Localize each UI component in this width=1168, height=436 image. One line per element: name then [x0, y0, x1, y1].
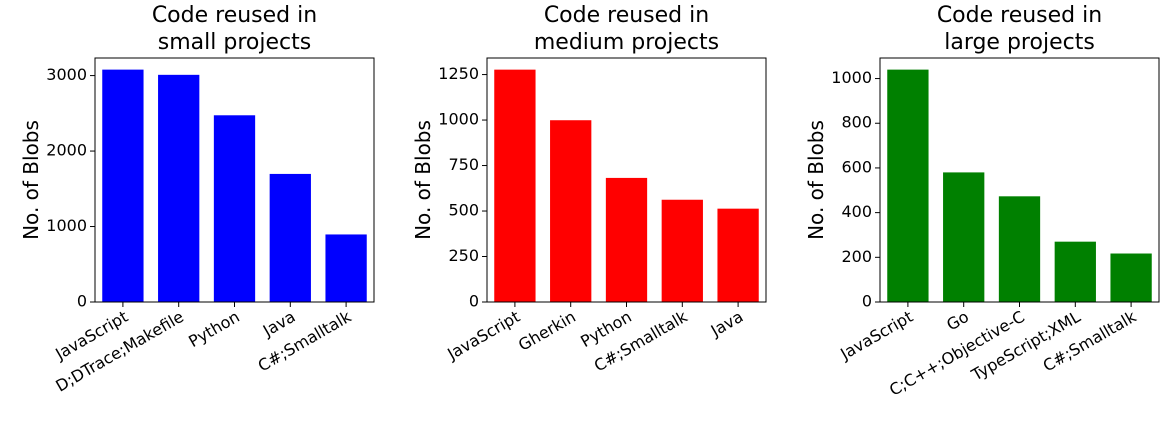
- x-tick-label: Java: [259, 307, 299, 341]
- y-tick-label: 1250: [438, 64, 479, 83]
- chart-title: Code reused in: [544, 3, 709, 28]
- x-tick-label: C#;Smalltalk: [255, 307, 355, 376]
- bar: [550, 120, 592, 303]
- chart-title: Code reused in: [152, 3, 317, 28]
- y-tick-label: 400: [841, 202, 872, 221]
- y-axis-label: No. of Blobs: [19, 120, 43, 240]
- bar: [158, 74, 200, 302]
- plot-frame: [94, 57, 375, 303]
- x-tick-label: Java: [707, 307, 747, 341]
- y-tick-label: 3000: [46, 65, 87, 84]
- x-tick-label: C#;Smalltalk: [1040, 307, 1140, 376]
- bar: [1054, 241, 1096, 302]
- bar: [605, 177, 648, 302]
- bar: [213, 115, 256, 302]
- x-tick-label: Gherkin: [515, 307, 579, 355]
- bar: [943, 172, 985, 302]
- y-tick-label: 0: [862, 292, 872, 311]
- chart-title: small projects: [158, 30, 311, 55]
- y-tick-label: 750: [448, 155, 479, 174]
- bar: [269, 173, 311, 302]
- bar: [102, 69, 144, 302]
- x-tick-label: Go: [943, 307, 972, 335]
- x-tick-label: JavaScript: [836, 307, 916, 364]
- y-tick-label: 1000: [46, 216, 87, 235]
- bar: [998, 196, 1041, 302]
- bar: [1110, 253, 1152, 302]
- x-tick-label: C#;Smalltalk: [591, 307, 691, 376]
- y-tick-label: 600: [841, 157, 872, 176]
- y-tick-label: 0: [469, 292, 479, 311]
- chart-title: Code reused in: [937, 3, 1102, 28]
- x-tick-label: Python: [185, 307, 243, 351]
- bar: [494, 69, 536, 302]
- bar: [325, 234, 367, 302]
- y-tick-label: 1000: [831, 68, 872, 87]
- chart-title: large projects: [944, 30, 1095, 55]
- y-tick-label: 800: [841, 113, 872, 132]
- y-tick-label: 500: [448, 201, 479, 220]
- y-tick-label: 1000: [438, 110, 479, 129]
- plot-frame: [486, 57, 767, 303]
- y-tick-label: 200: [841, 247, 872, 266]
- plot-frame: [879, 57, 1160, 303]
- bar: [661, 199, 703, 302]
- bar: [887, 69, 929, 302]
- chart-title: medium projects: [534, 30, 719, 55]
- y-tick-label: 250: [448, 246, 479, 265]
- y-tick-label: 0: [77, 292, 87, 311]
- y-axis-label: No. of Blobs: [804, 120, 828, 240]
- x-tick-label: JavaScript: [443, 307, 523, 364]
- y-axis-label: No. of Blobs: [411, 120, 435, 240]
- bar: [717, 208, 759, 302]
- y-tick-label: 2000: [46, 141, 87, 160]
